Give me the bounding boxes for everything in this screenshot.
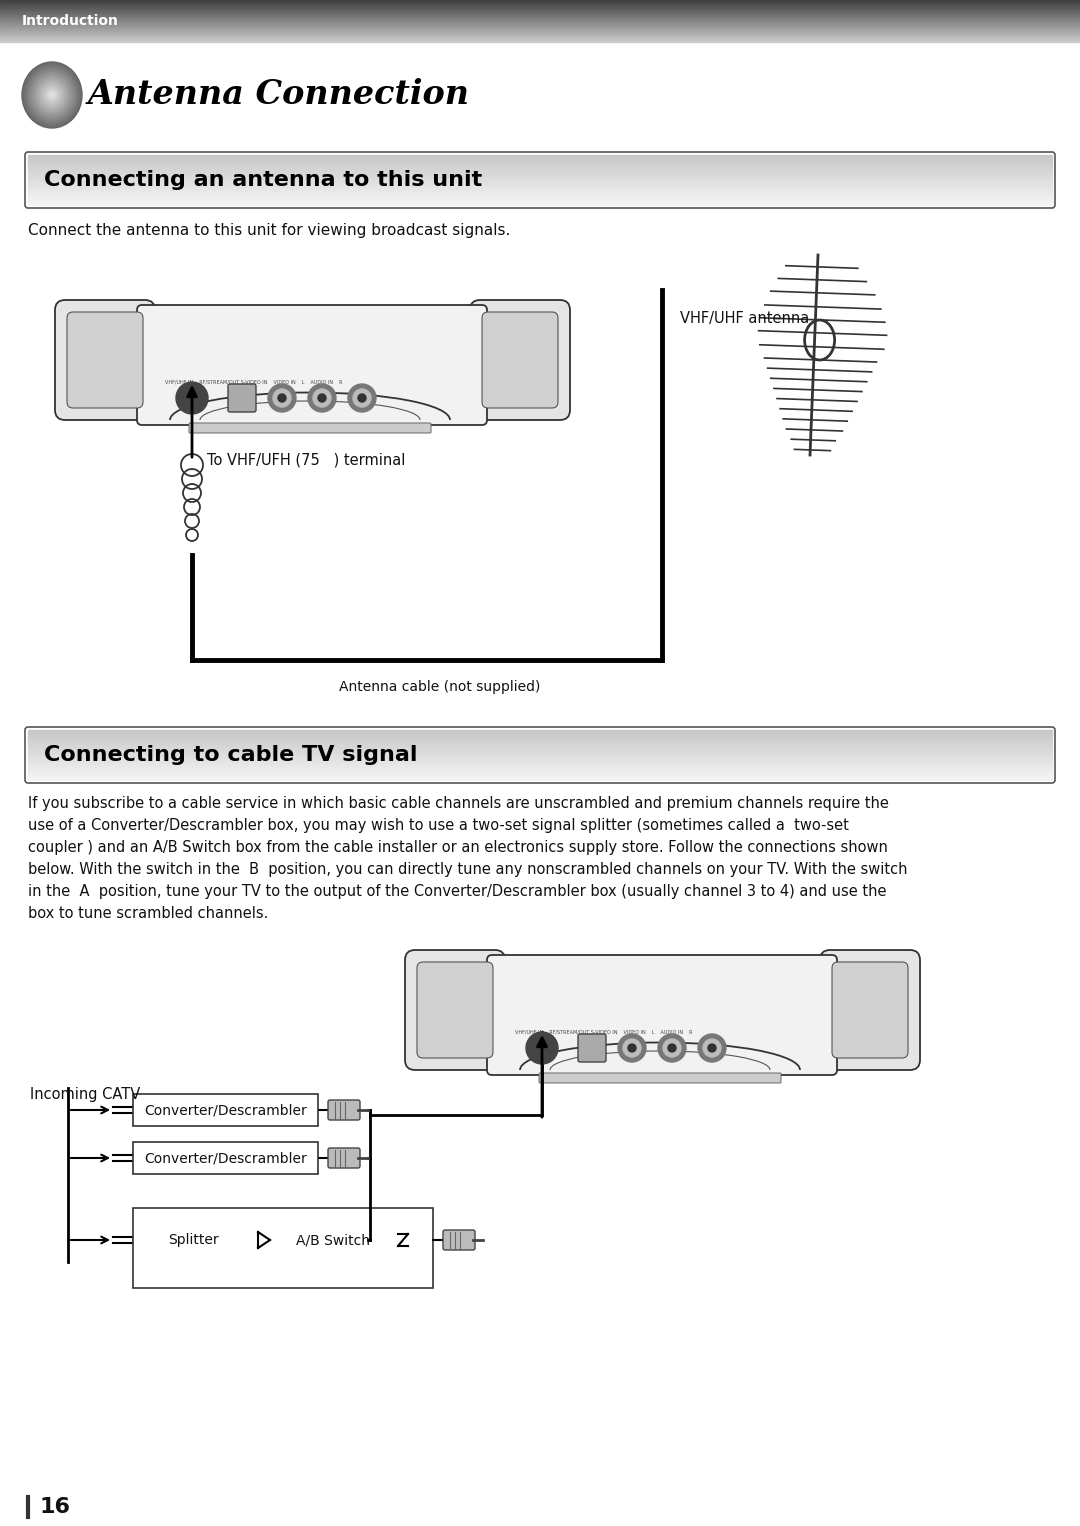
FancyBboxPatch shape [55,301,156,420]
FancyBboxPatch shape [328,1100,360,1120]
Circle shape [268,385,296,412]
Circle shape [180,386,204,410]
Ellipse shape [45,87,59,102]
Circle shape [189,395,195,401]
Circle shape [185,391,199,404]
Circle shape [273,389,291,407]
FancyBboxPatch shape [189,423,431,433]
Text: VHF/UHF IN    RF/STREAM/OUT S-VIDEO IN    VIDEO IN    L    AUDIO IN    R: VHF/UHF IN RF/STREAM/OUT S-VIDEO IN VIDE… [165,380,342,385]
Ellipse shape [28,69,76,122]
Text: Converter/Descrambler: Converter/Descrambler [144,1151,307,1164]
Ellipse shape [35,76,69,114]
Circle shape [353,389,372,407]
FancyBboxPatch shape [133,1141,318,1173]
Ellipse shape [30,70,75,119]
Ellipse shape [32,73,72,118]
Ellipse shape [33,75,70,114]
Circle shape [526,1032,558,1064]
Text: below. With the switch in the  B  position, you can directly tune any nonscrambl: below. With the switch in the B position… [28,862,907,877]
Text: box to tune scrambled channels.: box to tune scrambled channels. [28,906,268,922]
Ellipse shape [36,78,68,113]
Circle shape [623,1039,642,1058]
Ellipse shape [42,84,62,105]
Ellipse shape [27,67,77,122]
Text: If you subscribe to a cable service in which basic cable channels are unscramble: If you subscribe to a cable service in w… [28,797,889,810]
Circle shape [698,1035,726,1062]
Circle shape [703,1039,721,1058]
Circle shape [308,385,336,412]
Circle shape [535,1041,549,1054]
Text: in the  A  position, tune your TV to the output of the Converter/Descrambler box: in the A position, tune your TV to the o… [28,884,887,899]
Text: use of a Converter/Descrambler box, you may wish to use a two-set signal splitte: use of a Converter/Descrambler box, you … [28,818,849,833]
Circle shape [627,1044,636,1051]
Text: VHF/UHF IN    RF/STREAM/OUT S-VIDEO IN    VIDEO IN    L    AUDIO IN    R: VHF/UHF IN RF/STREAM/OUT S-VIDEO IN VIDE… [515,1030,692,1035]
Circle shape [618,1035,646,1062]
Ellipse shape [46,89,58,102]
Text: Connecting to cable TV signal: Connecting to cable TV signal [44,745,418,765]
Text: 16: 16 [40,1497,71,1517]
FancyBboxPatch shape [328,1148,360,1167]
FancyBboxPatch shape [443,1230,475,1250]
Circle shape [663,1039,681,1058]
Ellipse shape [44,85,60,104]
Circle shape [539,1045,545,1051]
Ellipse shape [31,72,73,118]
Ellipse shape [38,79,66,110]
Ellipse shape [29,70,75,121]
FancyBboxPatch shape [133,1209,433,1288]
FancyBboxPatch shape [470,301,570,420]
Circle shape [669,1044,676,1051]
Circle shape [176,382,208,414]
Text: Antenna cable (not supplied): Antenna cable (not supplied) [339,681,541,694]
Circle shape [530,1036,554,1061]
Ellipse shape [50,93,54,98]
Text: Converter/Descrambler: Converter/Descrambler [144,1103,307,1117]
Ellipse shape [48,90,56,99]
Text: To VHF/UFH (75   ) terminal: To VHF/UFH (75 ) terminal [207,453,405,467]
FancyBboxPatch shape [482,311,558,407]
Ellipse shape [37,78,67,111]
Circle shape [313,389,330,407]
Text: Connect the antenna to this unit for viewing broadcast signals.: Connect the antenna to this unit for vie… [28,223,511,238]
Circle shape [348,385,376,412]
FancyBboxPatch shape [133,1094,318,1126]
Ellipse shape [51,95,53,96]
FancyBboxPatch shape [487,955,837,1074]
Ellipse shape [48,90,57,101]
Ellipse shape [33,75,71,116]
Text: Incoming CATV: Incoming CATV [30,1088,140,1102]
Circle shape [708,1044,716,1051]
FancyBboxPatch shape [578,1035,606,1062]
Ellipse shape [49,92,55,98]
Text: Introduction: Introduction [22,14,119,27]
Text: Splitter: Splitter [167,1233,218,1247]
Ellipse shape [26,67,78,124]
FancyBboxPatch shape [539,1073,781,1083]
FancyBboxPatch shape [228,385,256,412]
FancyBboxPatch shape [832,961,908,1058]
Circle shape [357,394,366,401]
FancyBboxPatch shape [137,305,487,426]
Ellipse shape [22,63,82,128]
Text: A/B Switch: A/B Switch [296,1233,370,1247]
FancyBboxPatch shape [67,311,143,407]
FancyBboxPatch shape [405,951,505,1070]
FancyBboxPatch shape [417,961,492,1058]
Ellipse shape [39,81,65,110]
Ellipse shape [24,64,80,125]
Circle shape [278,394,286,401]
Text: VHF/UHF antenna: VHF/UHF antenna [680,310,809,325]
Text: Antenna Connection: Antenna Connection [87,78,470,111]
Ellipse shape [43,85,60,105]
Ellipse shape [41,82,63,107]
FancyBboxPatch shape [820,951,920,1070]
Text: coupler ) and an A/B Switch box from the cable installer or an electronics suppl: coupler ) and an A/B Switch box from the… [28,839,888,855]
Ellipse shape [40,82,64,108]
Circle shape [658,1035,686,1062]
Circle shape [318,394,326,401]
Ellipse shape [23,63,81,127]
Text: Connecting an antenna to this unit: Connecting an antenna to this unit [44,169,483,191]
Ellipse shape [25,66,79,125]
